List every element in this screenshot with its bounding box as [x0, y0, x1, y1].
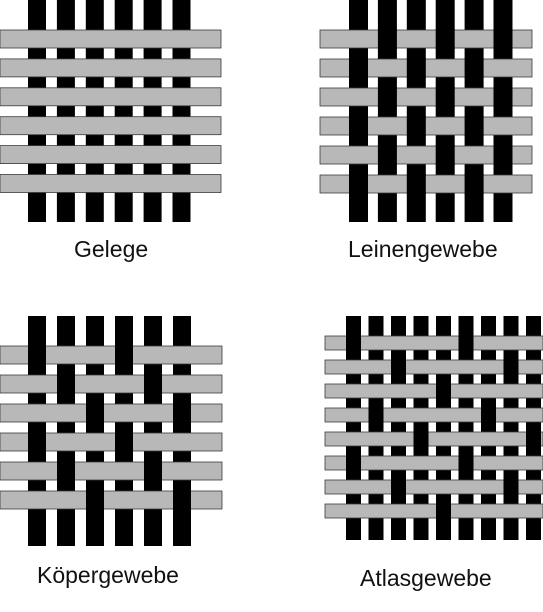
weft-thread [324, 359, 543, 375]
warp-crossing [413, 431, 429, 447]
warp-crossing [436, 383, 451, 399]
warp-crossing [493, 87, 513, 107]
warp-crossing [368, 407, 384, 423]
weft-thread [0, 58, 222, 78]
warp-crossing [349, 58, 368, 78]
warp-crossing [458, 335, 474, 351]
warp-crossing [493, 29, 513, 49]
weft-thread [324, 503, 543, 519]
warp-thread [114, 0, 133, 222]
weft-thread [324, 455, 543, 471]
warp-thread [143, 0, 162, 222]
warp-crossing [115, 432, 133, 452]
warp-crossing [464, 174, 484, 194]
warp-crossing [377, 29, 397, 49]
warp-crossing [144, 374, 162, 394]
warp-crossing [464, 116, 484, 136]
warp-thread [349, 0, 368, 222]
warp-thread [172, 0, 191, 222]
weft-thread [0, 87, 222, 107]
weft-thread [0, 145, 222, 165]
weft-thread [319, 29, 533, 49]
warp-crossing [349, 116, 368, 136]
weft-thread [0, 461, 223, 481]
weft-thread [324, 431, 543, 447]
warp-crossing [435, 145, 455, 165]
warp-crossing [481, 407, 496, 423]
weft-thread [324, 383, 543, 399]
warp-thread [464, 0, 484, 222]
weft-thread [0, 374, 223, 394]
weft-thread [0, 29, 222, 49]
weft-thread [0, 432, 223, 452]
warp-crossing [406, 116, 426, 136]
warp-crossing [349, 174, 368, 194]
weft-thread [324, 479, 543, 495]
warp-thread [86, 316, 104, 546]
warp-thread [173, 316, 191, 546]
warp-crossing [57, 461, 75, 481]
weft-thread [319, 145, 533, 165]
warp-crossing [436, 503, 451, 519]
warp-crossing [503, 359, 519, 375]
warp-thread [28, 0, 46, 222]
warp-crossing [406, 58, 426, 78]
warp-crossing [391, 359, 406, 375]
warp-thread [85, 0, 104, 222]
warp-crossing [346, 335, 361, 351]
warp-thread [115, 316, 133, 546]
warp-crossing [493, 145, 513, 165]
warp-crossing [115, 345, 133, 365]
warp-crossing [57, 374, 75, 394]
label-atlasgewebe: Atlasgewebe [360, 565, 492, 591]
weave-panel-leinen [319, 0, 533, 222]
weft-thread [0, 116, 222, 136]
weave-panel-koeper [0, 316, 223, 546]
weft-thread [324, 335, 543, 351]
weft-thread [319, 87, 533, 107]
weft-thread [0, 345, 223, 365]
warp-crossing [464, 58, 484, 78]
weft-thread [0, 490, 223, 510]
warp-thread [28, 316, 46, 546]
warp-crossing [173, 403, 191, 423]
warp-crossing [391, 479, 406, 495]
warp-crossing [503, 479, 519, 495]
weft-thread [0, 174, 222, 193]
label-leinengewebe: Leinengewebe [348, 236, 498, 262]
warp-crossing [173, 490, 191, 510]
label-koepergewebe: Köpergewebe [37, 562, 179, 588]
warp-crossing [28, 432, 46, 452]
warp-thread [406, 0, 426, 222]
warp-crossing [458, 455, 474, 471]
warp-crossing [28, 345, 46, 365]
warp-thread [144, 316, 162, 546]
warp-crossing [377, 145, 397, 165]
weave-panel-gelege [0, 0, 222, 222]
warp-crossing [435, 87, 455, 107]
weave-panel-atlas [324, 316, 543, 540]
warp-crossing [86, 490, 104, 510]
warp-crossing [526, 431, 541, 447]
warp-crossing [86, 403, 104, 423]
warp-thread [57, 316, 75, 546]
warp-crossing [406, 174, 426, 194]
warp-crossing [346, 455, 361, 471]
weft-thread [0, 403, 223, 423]
warp-thread [377, 0, 397, 222]
label-gelege: Gelege [74, 236, 149, 262]
warp-crossing [377, 87, 397, 107]
weft-thread [324, 407, 543, 423]
warp-crossing [144, 461, 162, 481]
warp-thread [56, 0, 75, 222]
warp-crossing [435, 29, 455, 49]
warp-thread [435, 0, 455, 222]
warp-thread [493, 0, 513, 222]
